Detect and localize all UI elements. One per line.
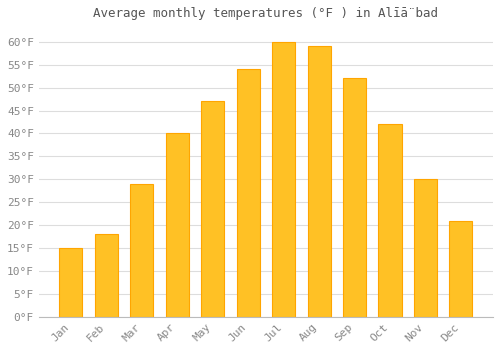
Bar: [414, 179, 437, 317]
Bar: [95, 234, 118, 317]
Bar: [308, 47, 330, 317]
Title: Average monthly temperatures (°F ) in Alīā̈bad: Average monthly temperatures (°F ) in Al…: [94, 7, 438, 20]
Bar: [60, 248, 82, 317]
Bar: [166, 133, 189, 317]
Bar: [378, 124, 402, 317]
Bar: [343, 78, 366, 317]
Bar: [272, 42, 295, 317]
Bar: [130, 184, 154, 317]
Bar: [450, 220, 472, 317]
Bar: [236, 69, 260, 317]
Bar: [201, 102, 224, 317]
